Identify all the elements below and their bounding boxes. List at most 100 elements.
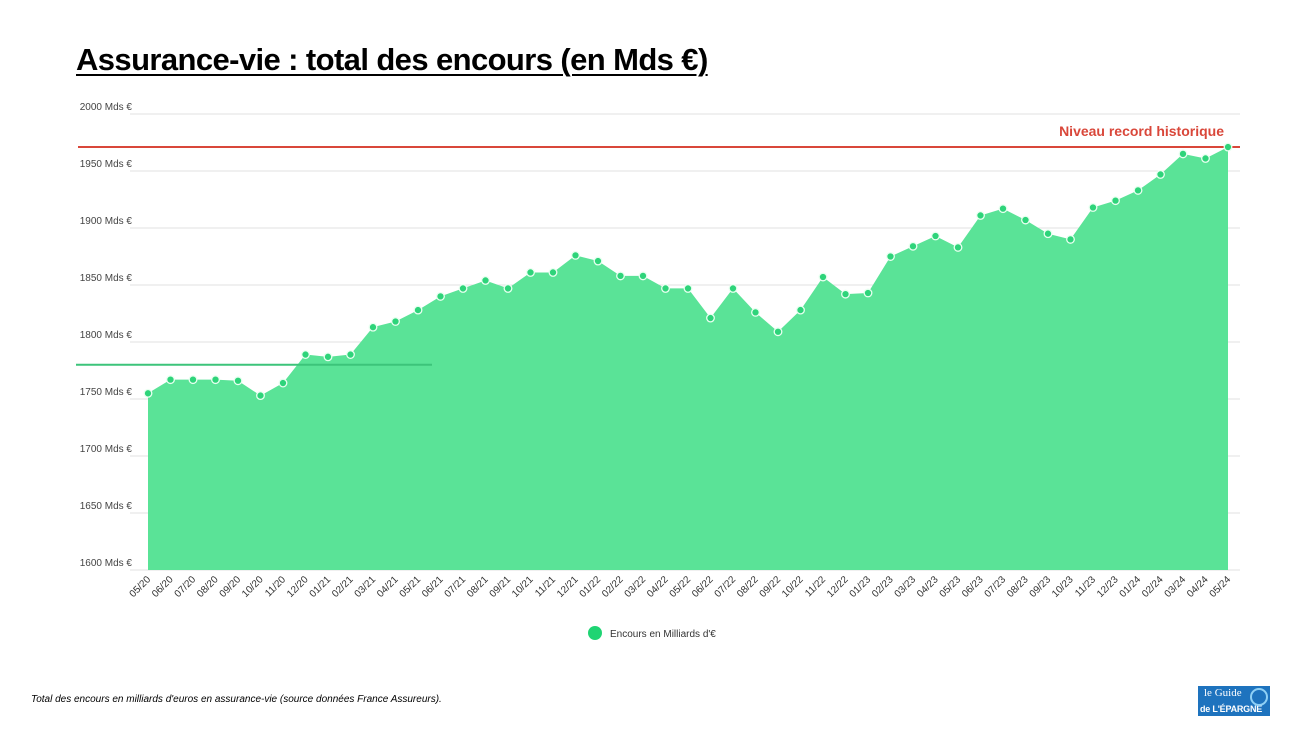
data-point[interactable] [616,271,625,281]
data-point[interactable] [706,313,715,323]
x-tick-label: 08/21 [465,574,491,600]
x-tick-label: 05/20 [128,574,154,600]
x-tick-label: 12/22 [825,574,851,600]
data-point[interactable] [413,305,423,315]
area-series [148,147,1228,570]
x-tick-label: 03/21 [353,574,379,600]
x-tick-label: 06/23 [960,574,986,600]
x-tick-label: 03/23 [893,574,919,600]
data-point[interactable] [661,283,670,293]
data-point[interactable] [391,317,400,326]
data-point[interactable] [931,231,940,241]
data-point[interactable] [1178,149,1188,159]
y-tick-label: 1850 Mds € [80,273,133,284]
x-tick-label: 09/22 [758,574,784,600]
data-point[interactable] [1111,196,1120,206]
data-point[interactable] [796,305,805,315]
y-tick-label: 1700 Mds € [80,444,133,455]
x-tick-label: 08/22 [735,574,761,600]
x-tick-label: 04/23 [915,574,941,600]
x-tick-label: 01/22 [578,574,604,600]
x-tick-label: 09/23 [1028,574,1054,600]
data-point[interactable] [1021,215,1030,225]
data-point[interactable] [278,378,288,388]
legend-label: Encours en Milliards d'€ [610,629,716,640]
data-point[interactable] [233,376,243,386]
x-tick-label: 09/20 [218,574,244,600]
data-point[interactable] [188,375,198,385]
x-tick-label: 04/22 [645,574,671,600]
data-point[interactable] [593,256,603,266]
x-tick-label: 05/21 [398,574,424,600]
data-point[interactable] [1133,185,1143,195]
data-point[interactable] [998,204,1008,214]
data-point[interactable] [908,241,918,251]
data-point[interactable] [458,283,468,293]
x-tick-label: 02/23 [870,574,896,600]
x-tick-label: 04/21 [375,574,401,600]
data-point[interactable] [503,283,513,293]
data-point[interactable] [841,289,850,299]
data-point[interactable] [953,242,963,252]
x-tick-label: 06/21 [420,574,446,600]
y-tick-label: 2000 Mds € [80,102,133,113]
data-point[interactable] [1201,154,1210,163]
data-point[interactable] [1223,142,1233,152]
x-tick-label: 08/20 [195,574,221,600]
x-tick-label: 02/21 [330,574,356,600]
x-tick-label: 11/20 [263,574,288,599]
data-point[interactable] [166,375,175,385]
data-point[interactable] [368,322,378,332]
caption: Total des encours en milliards d'euros e… [31,694,442,705]
x-tick-label: 11/21 [533,574,558,599]
x-tick-label: 11/22 [803,574,828,599]
record-label: Niveau record historique [1059,123,1224,139]
data-point[interactable] [481,275,490,285]
data-point[interactable] [818,272,828,282]
x-tick-label: 04/24 [1185,574,1211,600]
x-tick-label: 07/22 [713,574,739,600]
data-point[interactable] [548,268,558,277]
data-point[interactable] [211,375,220,385]
x-tick-label: 09/21 [488,574,514,600]
data-point[interactable] [863,288,873,298]
data-point[interactable] [436,291,445,301]
data-point[interactable] [526,268,535,277]
data-point[interactable] [346,350,355,359]
y-tick-label: 1650 Mds € [80,501,133,512]
x-tick-label: 01/21 [308,574,334,600]
data-point[interactable] [886,252,895,261]
x-tick-label: 03/24 [1163,574,1189,600]
data-point[interactable] [751,307,760,317]
data-point[interactable] [976,211,985,220]
data-point[interactable] [1066,234,1075,244]
x-tick-label: 02/24 [1140,574,1166,600]
x-tick-label: 11/23 [1073,574,1098,599]
x-tick-label: 01/24 [1118,574,1144,600]
data-point[interactable] [256,391,265,401]
data-point[interactable] [143,388,153,398]
data-point[interactable] [1043,229,1053,239]
x-tick-label: 05/22 [668,574,694,600]
y-tick-label: 1800 Mds € [80,330,133,341]
x-tick-label: 08/23 [1005,574,1031,600]
data-point[interactable] [571,250,580,260]
data-point[interactable] [638,271,648,281]
data-point[interactable] [683,283,693,293]
data-point[interactable] [301,350,310,359]
x-tick-label: 07/23 [983,574,1009,600]
data-point[interactable] [1088,203,1098,212]
y-tick-label: 1750 Mds € [80,387,133,398]
y-tick-label: 1950 Mds € [80,159,133,170]
data-point[interactable] [323,352,333,362]
data-point[interactable] [773,327,783,337]
data-point[interactable] [1156,169,1165,179]
x-tick-label: 06/22 [690,574,716,600]
y-tick-label: 1900 Mds € [80,216,133,227]
x-tick-label: 07/20 [173,574,199,600]
legend[interactable]: Encours en Milliards d'€ [588,626,716,640]
x-tick-label: 05/24 [1208,574,1234,600]
logo: le Guide de L'ÉPARGNE [1198,686,1270,716]
data-point[interactable] [728,283,738,293]
